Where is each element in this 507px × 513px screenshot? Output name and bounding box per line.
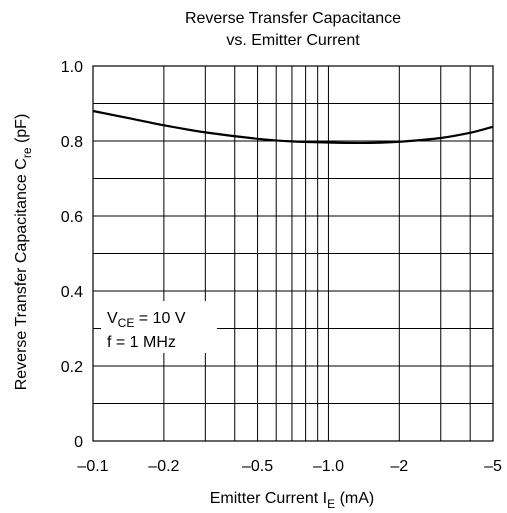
annotation-box bbox=[101, 301, 217, 353]
x-axis-label: Emitter Current IE (mA) bbox=[210, 490, 374, 511]
x-tick-label: –1.0 bbox=[313, 458, 344, 475]
annotation-line1: VCE = 10 V bbox=[107, 310, 186, 330]
series-line bbox=[92, 109, 494, 145]
y-tick-label: 0.4 bbox=[61, 284, 83, 301]
y-axis-label-main: Reverse Transfer Capacitance C bbox=[13, 158, 30, 390]
chart-title-line1: Reverse Transfer Capacitance bbox=[185, 10, 401, 27]
y-tick-label: 0.8 bbox=[61, 134, 83, 151]
y-tick-labels: 0 0.2 0.4 0.6 0.8 1.0 bbox=[61, 59, 83, 451]
annotation-vce-main: V bbox=[107, 310, 118, 327]
x-axis-label-sub: E bbox=[327, 497, 335, 511]
y-axis-label: Reverse Transfer Capacitance Cre (pF) bbox=[13, 114, 34, 391]
x-axis-label-unit: (mA) bbox=[335, 490, 374, 507]
y-axis-label-unit: (pF) bbox=[13, 114, 30, 148]
annotation-vce-rest: = 10 V bbox=[134, 310, 185, 327]
series-layer bbox=[92, 109, 494, 145]
y-tick-label: 0 bbox=[74, 434, 83, 451]
y-tick-label: 0.6 bbox=[61, 209, 83, 226]
x-tick-label: –0.1 bbox=[77, 458, 108, 475]
x-axis-label-main: Emitter Current I bbox=[210, 490, 327, 507]
y-tick-label: 0.2 bbox=[61, 359, 83, 376]
x-tick-label: –0.5 bbox=[242, 458, 273, 475]
chart-title-line2: vs. Emitter Current bbox=[226, 32, 360, 49]
y-axis-label-sub: re bbox=[20, 147, 34, 158]
plot-frame bbox=[92, 65, 494, 442]
x-tick-labels: –0.1 –0.2 –0.5 –1.0 –2 –5 bbox=[77, 458, 502, 475]
y-tick-label: 1.0 bbox=[61, 59, 83, 76]
annotation-line2: f = 1 MHz bbox=[107, 334, 176, 351]
x-tick-label: –5 bbox=[484, 458, 502, 475]
x-tick-label: –2 bbox=[390, 458, 408, 475]
annotation-vce-sub: CE bbox=[118, 316, 135, 330]
grid bbox=[92, 65, 494, 442]
x-tick-label: –0.2 bbox=[148, 458, 179, 475]
